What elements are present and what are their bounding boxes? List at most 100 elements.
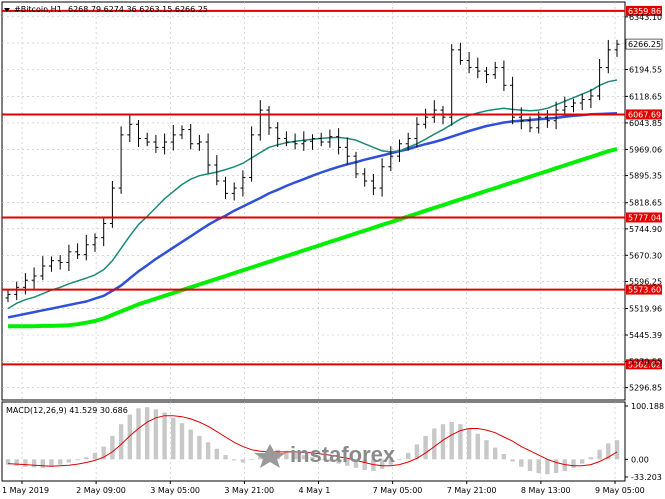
macd-label: MACD(12,26,9) 41.529 30.686 (6, 406, 128, 415)
macd-hist-bar (606, 443, 611, 460)
watermark: instaforex (254, 442, 396, 468)
macd-hist-bar (414, 444, 420, 460)
instaforex-logo-icon (254, 444, 286, 468)
macd-hist-bar (475, 433, 480, 460)
series-line-ma-mid (7, 112, 618, 319)
time-tick-label: 3 May 05:00 (150, 486, 200, 495)
price-axis: 6343.106269.106194.556118.656043.855969.… (625, 13, 663, 393)
support-resistance-levels: 6359.86 6067.69 5777.04 5573.60 5362.62 (2, 5, 662, 370)
macd-hist-bar (179, 423, 185, 460)
macd-hist-bar (397, 459, 402, 461)
price-bar (431, 100, 437, 123)
macd-tick-label: 100.188 (631, 402, 664, 411)
macd-hist-bar (310, 457, 315, 460)
macd-tick-label: -33.203 (631, 473, 662, 482)
main-plot-frame (1, 1, 626, 401)
macd-hist-bar (362, 459, 367, 470)
macd-hist-bar (336, 459, 341, 464)
level-label: 6359.86 (628, 7, 661, 16)
price-bar (214, 155, 220, 186)
level-label: 5362.62 (628, 360, 661, 369)
macd-hist-bar (162, 412, 167, 460)
price-bar (266, 105, 272, 135)
price-bar (188, 123, 194, 150)
price-bar (14, 281, 20, 301)
current-price-label: 6266.25 (628, 40, 661, 49)
macd-hist-bar (327, 459, 333, 462)
price-bar (336, 128, 342, 155)
price-bar (283, 131, 289, 147)
macd-tick-label: 0.00 (631, 455, 649, 464)
level-label: 6067.69 (628, 110, 661, 119)
price-bar (40, 256, 46, 281)
macd-hist-bar (510, 459, 515, 462)
price-bar (501, 60, 507, 91)
macd-hist-bar (588, 457, 594, 460)
macd-hist-bar (153, 409, 159, 460)
macd-hist-bar (466, 428, 472, 460)
macd-hist-bar (353, 459, 359, 468)
level-price-tag (626, 212, 662, 223)
macd-hist-bar (40, 459, 45, 468)
grid (2, 2, 625, 481)
price-series (5, 39, 620, 303)
macd-hist-bar (562, 459, 567, 472)
price-bar (605, 39, 611, 74)
macd-hist-bar (118, 424, 124, 460)
price-bar (449, 44, 455, 126)
macd-hist-bar (136, 408, 141, 460)
price-bar (492, 61, 498, 79)
price-bar (518, 107, 524, 130)
price-bar (118, 126, 124, 194)
price-tick-label: 5370.55 (629, 358, 662, 367)
macd-hist-bar (92, 452, 98, 460)
macd-hist-bar (127, 414, 132, 460)
macd-hist-bar (301, 455, 306, 460)
price-bar (57, 255, 63, 270)
symbol-header: #Bitcoin,H1 6268.79 6274.36 6263.15 6266… (4, 5, 208, 14)
price-bar (170, 124, 176, 151)
price-bar (301, 131, 307, 151)
price-bar (136, 120, 141, 147)
price-bar (75, 243, 81, 259)
macd-hist-bar (580, 459, 585, 464)
level-price-tag (626, 284, 662, 295)
price-bar (588, 88, 594, 108)
price-tick-label: 6118.65 (629, 92, 662, 101)
price-bar (466, 51, 472, 74)
level-label: 5573.60 (628, 286, 661, 295)
macd-hist-bar (240, 459, 246, 463)
macd-hist-bar (58, 459, 63, 465)
level-price-tag (626, 5, 662, 16)
price-bar (344, 137, 350, 165)
price-tick-label: 5519.96 (629, 305, 662, 314)
price-bar (423, 108, 429, 129)
macd-hist-bar (31, 459, 37, 468)
price-bar (405, 132, 411, 151)
price-bar (153, 134, 159, 153)
macd-hist-bar (84, 457, 89, 460)
price-tick-label: 5445.39 (629, 331, 662, 340)
level-price-tag (626, 359, 662, 370)
price-bar (5, 290, 11, 303)
macd-hist-bar (597, 449, 602, 460)
price-bar (370, 173, 376, 196)
macd-hist-bar (571, 459, 576, 468)
price-bar (196, 134, 202, 151)
price-bar (257, 100, 263, 141)
price-bar (353, 151, 359, 179)
price-bar (527, 116, 533, 133)
macd-hist-bar (388, 459, 393, 465)
price-bar (109, 180, 115, 228)
macd-hist-bar (145, 407, 150, 460)
price-tick-label: 5670.30 (629, 251, 662, 260)
price-tick-label: 6043.85 (629, 119, 662, 128)
macd-hist-bar (553, 459, 559, 474)
price-bar (127, 114, 133, 142)
symbol-label: #Bitcoin,H1 (14, 5, 62, 14)
time-tick-label: 9 May 05:00 (595, 486, 645, 495)
collapse-arrow-icon[interactable] (4, 8, 10, 12)
macd-hist-bar (223, 455, 228, 460)
price-bar (475, 57, 481, 79)
time-tick-label: 2 May 09:00 (76, 486, 126, 495)
